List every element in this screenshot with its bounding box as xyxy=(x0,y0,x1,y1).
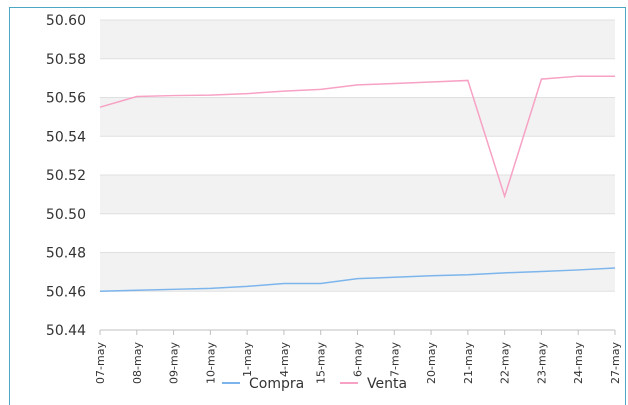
x-tick-label: 24-may xyxy=(572,342,585,384)
x-tick-label: 22-may xyxy=(499,342,512,384)
legend-item-bg xyxy=(337,377,427,391)
x-tick-label: 21-may xyxy=(462,342,475,384)
x-tick-label: 20-may xyxy=(425,342,438,384)
x-tick-label: 23-may xyxy=(535,342,548,384)
y-tick-label: 50.58 xyxy=(46,52,86,68)
x-tick-label: 14-may xyxy=(278,342,291,384)
x-tick-label: 09-may xyxy=(168,342,181,384)
legend-label: Compra xyxy=(249,376,304,392)
y-axis-ticks: 50.60 50.58 50.56 50.54 50.52 50.50 50.48 50.46… xyxy=(46,13,86,339)
series-line-compra xyxy=(99,267,616,292)
legend: Compra Venta xyxy=(219,376,427,392)
legend-label: Venta xyxy=(367,376,407,392)
x-tick-label: 07-may xyxy=(94,342,107,384)
x-tick-label: 15-may xyxy=(315,342,328,384)
y-tick-label: 50.52 xyxy=(46,168,86,184)
x-tick-label: 10-may xyxy=(204,342,217,384)
y-tick-label: 50.56 xyxy=(46,91,86,107)
y-tick-label: 50.54 xyxy=(46,129,86,145)
y-tick-label: 50.48 xyxy=(46,246,86,262)
plot-band xyxy=(100,20,615,59)
plot-bands xyxy=(100,20,615,292)
plot-band xyxy=(100,97,615,137)
y-tick-label: 50.44 xyxy=(46,323,86,339)
y-tick-label: 50.46 xyxy=(46,284,86,300)
plot-band xyxy=(100,175,615,214)
x-tick-label: 16-may xyxy=(352,342,365,384)
x-tick-label: 08-may xyxy=(131,342,144,384)
chart-frame xyxy=(9,7,626,405)
x-tick-label: 17-may xyxy=(388,342,401,384)
y-tick-label: 50.60 xyxy=(46,13,86,29)
y-tick-label: 50.50 xyxy=(46,207,86,223)
series-lines xyxy=(99,75,616,292)
x-tick-label: 11-may xyxy=(241,342,254,384)
series-line-venta xyxy=(99,75,615,199)
legend-item-bg xyxy=(219,377,309,391)
x-axis-ticks: 07-may 08-may 09-may 10-may 11-may 14-may 15-m… xyxy=(94,330,622,384)
x-tick-label: 27-may xyxy=(609,342,622,384)
